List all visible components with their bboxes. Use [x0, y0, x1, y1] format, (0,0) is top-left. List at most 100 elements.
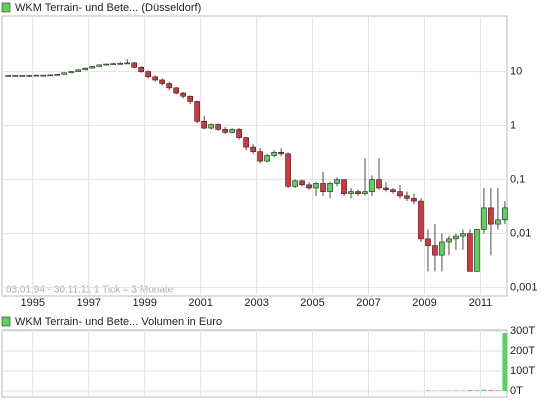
candle-body [5, 75, 12, 77]
volume-bar [474, 390, 480, 391]
candle-body [502, 207, 508, 221]
y-tick-label: 10 [510, 66, 522, 78]
candle-body [348, 191, 354, 194]
volume-bar [481, 389, 487, 391]
candle-body [418, 200, 424, 240]
candle-body [159, 79, 165, 84]
legend-swatch [1, 2, 11, 13]
candle-body [376, 179, 382, 189]
candle-body [390, 189, 396, 192]
y-tick-label: 0T [510, 385, 523, 397]
candle-body [12, 75, 19, 77]
x-tick-label: 2005 [300, 297, 324, 309]
candle-body [481, 207, 487, 230]
candle-body [33, 74, 40, 77]
candle-body [96, 64, 103, 67]
candle-body [201, 121, 207, 129]
candle-body [320, 183, 326, 192]
candle-body [362, 191, 368, 194]
candle-body [313, 183, 319, 189]
x-tick-label: 2009 [412, 297, 436, 309]
volume-bar [488, 390, 494, 391]
candle-body [208, 124, 214, 129]
candle-body [222, 129, 228, 133]
chart-title: WKM Terrain- und Bete... (Düsseldorf) [15, 2, 201, 14]
candle-body [138, 67, 145, 72]
candle-body [467, 233, 473, 272]
candle-body [215, 124, 221, 130]
candle-body [54, 74, 61, 76]
candle-body [250, 146, 256, 152]
candle-body [103, 63, 110, 66]
volume-bar [453, 390, 459, 391]
candle-body [411, 198, 417, 202]
candle-body [299, 180, 305, 186]
y-tick-label: 200T [510, 345, 535, 357]
y-tick-label: 100T [510, 365, 535, 377]
candle-body [334, 179, 340, 184]
candle-body [488, 207, 494, 225]
x-tick-label: 1997 [76, 297, 100, 309]
candle-body [229, 129, 235, 133]
plot-frame [1, 15, 508, 297]
x-tick-label: 2003 [244, 297, 268, 309]
candle-body [166, 83, 172, 89]
candle-body [292, 180, 298, 187]
y-tick-label: 0,1 [510, 174, 525, 186]
plot-frame [1, 329, 508, 398]
candle-body [495, 219, 501, 225]
watermark: 03.01.94 - 30.11.11 1 Tick = 3 Monate [6, 285, 174, 296]
candle-body [306, 184, 312, 189]
candle-body [383, 187, 389, 191]
candle-body [327, 183, 333, 192]
legend-swatch [1, 316, 11, 327]
candle-body [278, 152, 284, 155]
x-tick-label: 1995 [21, 297, 45, 309]
candle-body [439, 241, 445, 256]
candle-body [61, 72, 68, 75]
candle-body [460, 233, 466, 237]
candle-body [425, 238, 431, 246]
candle-body [474, 229, 480, 272]
candle-body [243, 137, 249, 148]
y-tick-label: 0,001 [510, 282, 538, 294]
candle-body [187, 95, 193, 102]
x-tick-label: 2011 [469, 297, 493, 309]
candle-body [145, 71, 152, 78]
candle-body [180, 92, 186, 97]
y-tick-label: 0,01 [510, 228, 531, 240]
candle-body [446, 238, 452, 243]
chart-title: WKM Terrain- und Bete... Volumen in Euro [15, 316, 222, 328]
y-tick-label: 300T [510, 325, 535, 337]
candle-body [117, 63, 124, 65]
candle-body [89, 66, 96, 69]
candle-body [453, 235, 459, 240]
y-tick-label: 1 [510, 120, 516, 132]
candle-body [236, 129, 242, 138]
candle-body [173, 87, 179, 94]
x-tick-label: 2001 [188, 297, 212, 309]
candle-body [432, 245, 438, 256]
candle-body [271, 152, 277, 156]
candle-body [257, 151, 263, 162]
volume-bar [467, 390, 473, 391]
candle-body [19, 75, 26, 77]
candle-body [341, 179, 347, 194]
candle-body [82, 67, 89, 71]
candle-body [152, 76, 158, 81]
candle-body [355, 191, 361, 194]
candle-body [124, 62, 131, 65]
candle-body [369, 179, 375, 192]
candle-body [26, 75, 33, 77]
candle-body [75, 69, 82, 72]
candle-body [264, 155, 270, 162]
candle-body [47, 74, 54, 77]
candle-body [194, 101, 200, 122]
candle-body [68, 71, 75, 74]
candle-body [110, 63, 117, 66]
volume-bar [502, 333, 508, 391]
candle-body [131, 62, 138, 68]
x-tick-label: 1999 [132, 297, 156, 309]
candle-body [285, 153, 291, 187]
